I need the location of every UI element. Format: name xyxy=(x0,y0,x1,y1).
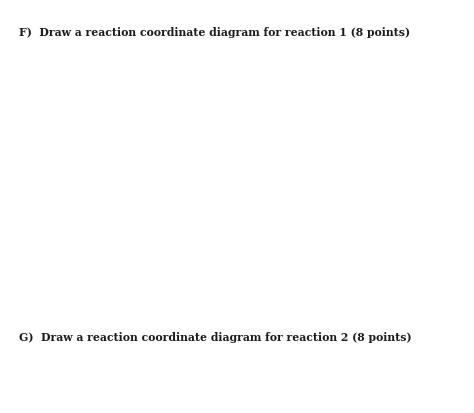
Text: F)  Draw a reaction coordinate diagram for reaction 1 (8 points): F) Draw a reaction coordinate diagram fo… xyxy=(19,27,410,38)
Text: G)  Draw a reaction coordinate diagram for reaction 2 (8 points): G) Draw a reaction coordinate diagram fo… xyxy=(19,332,411,344)
